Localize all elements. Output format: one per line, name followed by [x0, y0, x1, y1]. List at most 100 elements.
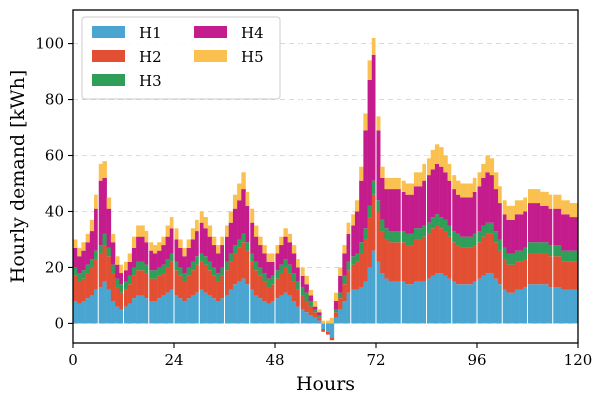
bar-h5-hour-21 — [161, 237, 165, 245]
bar-h2-hour-62 — [334, 312, 338, 318]
bar-h2-hour-102 — [502, 259, 506, 290]
bar-h4-hour-30 — [199, 223, 203, 254]
bar-h1-hour-86 — [435, 273, 439, 323]
bar-h3-hour-1 — [77, 273, 81, 281]
bar-h5-hour-2 — [81, 242, 85, 250]
legend-swatch-h3 — [92, 74, 125, 86]
bar-h2-hour-76 — [393, 242, 397, 281]
bar-h1-hour-70 — [368, 267, 372, 323]
bar-h3-hour-8 — [107, 248, 111, 256]
bar-h3-hour-67 — [355, 253, 359, 261]
bar-h1-hour-84 — [427, 279, 431, 324]
bar-h2-hour-63 — [338, 298, 342, 309]
bar-h2-hour-99 — [490, 234, 494, 273]
bar-h4-hour-28 — [191, 239, 195, 261]
bar-h3-hour-117 — [565, 251, 569, 262]
bar-h2-hour-16 — [140, 270, 144, 295]
bar-h4-hour-45 — [262, 253, 266, 273]
bar-h1-hour-7 — [102, 281, 106, 323]
bar-h2-hour-60 — [326, 332, 330, 335]
bar-h1-hour-67 — [355, 290, 359, 324]
bar-h1-hour-12 — [124, 307, 128, 324]
bar-h1-hour-61 — [330, 323, 334, 337]
bar-h5-hour-0 — [73, 239, 77, 247]
bar-h3-hour-66 — [351, 256, 355, 264]
bar-h1-hour-4 — [90, 295, 94, 323]
bar-h5-hour-18 — [149, 242, 153, 250]
bar-h3-hour-50 — [283, 259, 287, 267]
bar-h4-hour-40 — [241, 189, 245, 234]
y-tick-label: 40 — [45, 202, 64, 220]
bar-h2-hour-100 — [494, 242, 498, 278]
bar-h2-hour-51 — [288, 273, 292, 295]
bar-h5-hour-15 — [136, 225, 140, 236]
bar-h5-hour-117 — [565, 200, 569, 214]
bar-h5-hour-79 — [405, 183, 409, 194]
bar-h2-hour-19 — [153, 279, 157, 301]
bar-h5-hour-109 — [532, 189, 536, 203]
bar-h1-hour-110 — [536, 284, 540, 323]
bar-h5-hour-87 — [439, 147, 443, 167]
bar-h4-hour-20 — [157, 251, 161, 268]
bar-h3-hour-64 — [342, 276, 346, 284]
bar-h5-hour-16 — [140, 225, 144, 236]
bar-h5-hour-62 — [334, 293, 338, 301]
bar-h2-hour-81 — [414, 239, 418, 281]
bar-h2-hour-22 — [166, 267, 170, 292]
bar-h4-hour-39 — [237, 200, 241, 239]
x-tick-label: 0 — [68, 351, 78, 369]
bar-h2-hour-104 — [511, 265, 515, 293]
bar-h5-hour-108 — [528, 189, 532, 203]
bar-h3-hour-105 — [515, 251, 519, 262]
bar-h2-hour-39 — [237, 248, 241, 282]
x-tick-label: 24 — [164, 351, 183, 369]
bar-h3-hour-55 — [304, 293, 308, 301]
y-axis-label: Hourly demand [kWh] — [7, 70, 29, 283]
bar-h5-hour-80 — [410, 183, 414, 194]
bar-h3-hour-109 — [532, 242, 536, 253]
bar-h5-hour-60 — [326, 321, 330, 324]
bar-h1-hour-0 — [73, 301, 77, 323]
bar-h5-hour-102 — [502, 200, 506, 214]
bar-h2-hour-36 — [225, 270, 229, 295]
bar-h2-hour-66 — [351, 265, 355, 290]
x-tick-label: 72 — [366, 351, 385, 369]
bar-h5-hour-116 — [561, 200, 565, 214]
bar-h3-hour-79 — [405, 234, 409, 245]
bar-h4-hour-110 — [536, 203, 540, 242]
bar-h4-hour-84 — [427, 175, 431, 223]
bar-h5-hour-39 — [237, 183, 241, 200]
bar-h2-hour-20 — [157, 276, 161, 298]
bar-h4-hour-32 — [208, 237, 212, 262]
bar-h1-hour-102 — [502, 290, 506, 324]
bar-h4-hour-38 — [233, 209, 237, 245]
bar-h3-hour-86 — [435, 214, 439, 225]
bar-h3-hour-99 — [490, 223, 494, 234]
bar-h1-hour-36 — [225, 295, 229, 323]
bar-h2-hour-2 — [81, 279, 85, 301]
bar-h2-hour-52 — [292, 281, 296, 301]
bar-h4-hour-56 — [309, 295, 313, 301]
bar-h1-hour-2 — [81, 301, 85, 323]
bar-h4-hour-96 — [477, 186, 481, 231]
bar-h2-hour-79 — [405, 245, 409, 284]
bar-h5-hour-114 — [553, 195, 557, 209]
bar-h1-hour-92 — [460, 284, 464, 323]
bar-h3-hour-27 — [187, 267, 191, 275]
bar-h4-hour-64 — [342, 253, 346, 275]
bar-h3-hour-26 — [182, 273, 186, 281]
bar-h2-hour-105 — [515, 262, 519, 290]
bar-h5-hour-64 — [342, 245, 346, 253]
bar-h1-hour-60 — [326, 323, 330, 331]
bar-h5-hour-8 — [107, 197, 111, 208]
bar-h2-hour-54 — [300, 295, 304, 309]
bar-h1-hour-72 — [376, 262, 380, 324]
bar-h1-hour-116 — [561, 290, 565, 324]
bar-h5-hour-24 — [174, 228, 178, 239]
bar-h1-hour-109 — [532, 284, 536, 323]
bar-h4-hour-48 — [275, 253, 279, 270]
bar-h5-hour-32 — [208, 225, 212, 236]
bar-h2-hour-80 — [410, 245, 414, 284]
bar-h2-hour-86 — [435, 225, 439, 273]
